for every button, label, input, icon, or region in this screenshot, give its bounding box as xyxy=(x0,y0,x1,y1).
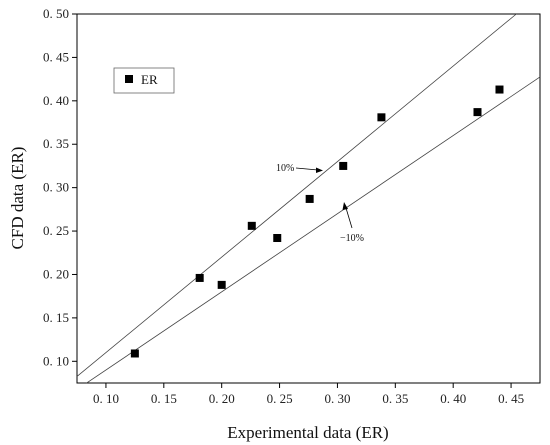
x-tick-label: 0. 30 xyxy=(324,391,350,406)
x-tick-label: 0. 25 xyxy=(267,391,293,406)
data-point xyxy=(377,113,386,122)
y-tick-label: 0. 40 xyxy=(43,93,69,108)
y-tick-label: 0. 20 xyxy=(43,266,69,281)
legend: ER xyxy=(113,67,175,94)
plot-frame xyxy=(76,13,541,384)
y-tick-label: 0. 30 xyxy=(43,180,69,195)
x-tick-label: 0. 45 xyxy=(498,391,524,406)
data-point xyxy=(473,108,482,117)
x-tick-label: 0. 15 xyxy=(151,391,177,406)
y-axis-ticks: 0. 10 0. 15 0. 20 0. 25 0. 30 0. 35 0. 40 0. 45… xyxy=(43,6,77,368)
data-point xyxy=(130,349,139,358)
data-point xyxy=(195,273,204,282)
x-tick-label: 0. 10 xyxy=(93,391,119,406)
annotation-plus-10-arrowhead xyxy=(316,167,323,173)
data-point xyxy=(495,85,504,94)
y-tick-label: 0. 45 xyxy=(43,49,69,64)
data-point xyxy=(273,234,282,243)
y-tick-label: 0. 10 xyxy=(43,353,69,368)
legend-marker xyxy=(125,75,133,83)
y-tick-label: 0. 35 xyxy=(43,136,69,151)
data-point xyxy=(305,194,314,203)
annotation-minus-10: −10% xyxy=(340,202,364,244)
data-point xyxy=(339,161,348,170)
annotation-plus-10-arrow xyxy=(295,167,319,171)
x-tick-label: 0. 20 xyxy=(209,391,235,406)
data-point xyxy=(217,280,226,289)
data-points xyxy=(130,85,504,358)
x-axis-ticks: 0. 10 0. 15 0. 20 0. 25 0. 30 0. 35 0. 40 0. 45 xyxy=(93,383,524,406)
y-tick-label: 0. 50 xyxy=(43,6,69,21)
legend-box xyxy=(113,67,175,94)
annotation-plus-10: 10% xyxy=(276,163,323,174)
annotation-minus-10-label: −10% xyxy=(340,233,364,244)
reference-line xyxy=(86,76,541,384)
x-tick-label: 0. 40 xyxy=(440,391,466,406)
annotation-plus-10-label: 10% xyxy=(276,163,294,174)
reference-lines xyxy=(76,13,541,384)
reference-line xyxy=(76,13,517,377)
y-axis-title: CFD data (ER) xyxy=(8,147,27,250)
x-tick-label: 0. 35 xyxy=(382,391,408,406)
x-axis-title: Experimental data (ER) xyxy=(227,423,388,442)
data-point xyxy=(247,221,256,230)
y-tick-label: 0. 25 xyxy=(43,223,69,238)
y-tick-label: 0. 15 xyxy=(43,310,69,325)
annotation-minus-10-arrow xyxy=(345,207,353,229)
legend-label: ER xyxy=(141,72,158,87)
annotation-minus-10-arrowhead xyxy=(342,202,348,210)
